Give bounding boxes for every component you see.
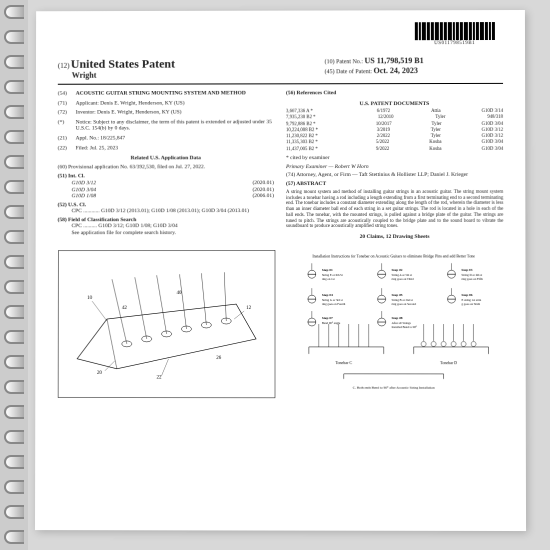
patent-page: US011798519B1 (12) United States Patent … <box>35 10 526 531</box>
footer-note: C. Both ends Bend to 90° after Acoustic … <box>353 385 435 389</box>
ref-row: 9,792,886 B2 *10/2017TylerG10D 3/04 <box>286 122 503 128</box>
us-cl: (52) U.S. Cl. CPC ............ G10D 3/12… <box>58 202 274 215</box>
us-patent-title: United States Patent <box>71 57 175 71</box>
svg-text:ring goes on Fourth: ring goes on Fourth <box>322 302 346 306</box>
related-title: Related U.S. Application Data <box>58 155 274 162</box>
tonebar-c-label: Tonebar C <box>335 360 352 365</box>
svg-text:Step #7: Step #7 <box>322 316 333 320</box>
search-field: (58) Field of Classification Search CPC … <box>58 217 274 237</box>
int-cl: (51) Int. Cl.G10D 3/12(2020.01)G10D 3/04… <box>58 173 274 200</box>
patent-no: US 11,798,519 B1 <box>365 56 424 65</box>
refs-title: (56) References Cited <box>286 90 503 97</box>
examiner: Primary Examiner — Robert W Horn <box>286 164 503 171</box>
tonebar-d-label: Tonebar D <box>440 360 457 365</box>
search-body: CPC .......... G10D 3/12; G10D 1/08; G10… <box>58 224 274 237</box>
barcode-text: US011798519B1 <box>414 41 495 47</box>
field: (22)Filed: Jul. 25, 2023 <box>58 145 274 152</box>
columns: (54)ACOUSTIC GUITAR STRING MOUNTING SYST… <box>58 90 504 241</box>
svg-text:22: 22 <box>157 375 162 380</box>
svg-text:g goes on Sixth: g goes on Sixth <box>462 302 481 306</box>
svg-text:Step #1: Step #1 <box>322 268 333 272</box>
ref-row: 11,335,303 B2 *5/2022KosbaG10D 3/04 <box>286 140 503 146</box>
field: (54)ACOUSTIC GUITAR STRING MOUNTING SYST… <box>58 90 274 97</box>
svg-text:Step #8: Step #8 <box>392 316 403 320</box>
svg-text:ring goes on Second: ring goes on Second <box>392 302 417 306</box>
barcode-bars <box>414 22 495 40</box>
cited-by: * cited by examiner <box>286 155 503 162</box>
svg-text:12: 12 <box>246 306 251 311</box>
refs-list: 3,667,336 A *6/1972AttiaG10D 3/147,935,2… <box>286 109 503 153</box>
related-body: (60) Provisional application No. 63/392,… <box>58 164 274 171</box>
svg-text:Step #3: Step #3 <box>461 268 472 272</box>
drawing-right: Installation Instructions for Tonebar on… <box>284 249 504 399</box>
svg-text:Installed Bend to 90°: Installed Bend to 90° <box>392 325 418 329</box>
svg-text:20: 20 <box>97 370 102 375</box>
field: (71)Applicant: Denis E. Wright, Henderso… <box>58 100 274 107</box>
svg-text:ring goes on Third: ring goes on Third <box>392 277 415 281</box>
svg-text:Bend 90° angle: Bend 90° angle <box>322 321 341 325</box>
header-left: (12) United States Patent Wright <box>58 56 316 80</box>
spiral-binding <box>0 0 28 550</box>
svg-text:Step #6: Step #6 <box>461 293 472 297</box>
ref-row: 3,667,336 A *6/1972AttiaG10D 3/14 <box>286 109 503 115</box>
abstract-label: (57) ABSTRACT <box>286 181 503 188</box>
field: (72)Inventor: Denis E. Wright, Henderson… <box>58 109 274 116</box>
refs-sub: U.S. PATENT DOCUMENTS <box>286 100 503 107</box>
drawings-row: 10 12 20 22 26 40 42 Installation Ins <box>57 249 503 399</box>
instr-title: Installation Instructions for Tonebar on… <box>312 253 475 258</box>
claims-line: 20 Claims, 12 Drawing Sheets <box>286 234 503 241</box>
examiner-text: Primary Examiner — Robert W Horn <box>286 164 369 170</box>
left-column: (54)ACOUSTIC GUITAR STRING MOUNTING SYST… <box>58 90 274 240</box>
svg-text:10: 10 <box>87 296 92 301</box>
inventor-surname: Wright <box>72 71 316 81</box>
us-cl-body: CPC ............ G10D 3/12 (2013.01); G1… <box>58 208 274 215</box>
ref-row: 7,935,230 B2 *12/2010Tyler948/318 <box>286 115 503 121</box>
svg-text:Step #5: Step #5 <box>392 293 403 297</box>
date-label: (45) Date of Patent: <box>325 69 372 75</box>
header-prefix: (12) <box>58 62 70 70</box>
svg-text:Step #2: Step #2 <box>392 268 403 272</box>
abstract-text: A string mount system and method of inst… <box>286 190 503 230</box>
header-row: (12) United States Patent Wright (10) Pa… <box>58 56 503 85</box>
right-column: (56) References Cited U.S. PATENT DOCUME… <box>286 90 503 241</box>
svg-text:ring on 1st: ring on 1st <box>322 277 335 281</box>
svg-text:ring goes on Fifth: ring goes on Fifth <box>461 277 483 281</box>
svg-text:26: 26 <box>216 355 221 360</box>
ref-row: 10,224,008 B2 *3/2019TylerG10D 3/12 <box>286 128 503 134</box>
ref-row: 11,437,005 B2 *9/2022KosbaG10D 3/04 <box>286 147 503 153</box>
svg-text:40: 40 <box>177 291 182 296</box>
ref-row: 11,230,822 B2 *2/2022TylerG10D 3/12 <box>286 134 503 140</box>
svg-text:Step #4: Step #4 <box>322 293 333 297</box>
field: (*)Notice: Subject to any disclaimer, th… <box>58 119 274 132</box>
svg-text:42: 42 <box>122 306 127 311</box>
patent-no-label: (10) Patent No.: <box>325 59 363 65</box>
attorney: (74) Attorney, Agent, or Firm — Taft Ste… <box>286 171 503 178</box>
field: (21)Appl. No.: 18/225,847 <box>58 135 274 142</box>
drawing-left: 10 12 20 22 26 40 42 <box>57 249 276 399</box>
barcode: US011798519B1 <box>414 22 495 47</box>
header-right: (10) Patent No.: US 11,798,519 B1 (45) D… <box>325 56 503 80</box>
patent-date: Oct. 24, 2023 <box>373 66 417 75</box>
